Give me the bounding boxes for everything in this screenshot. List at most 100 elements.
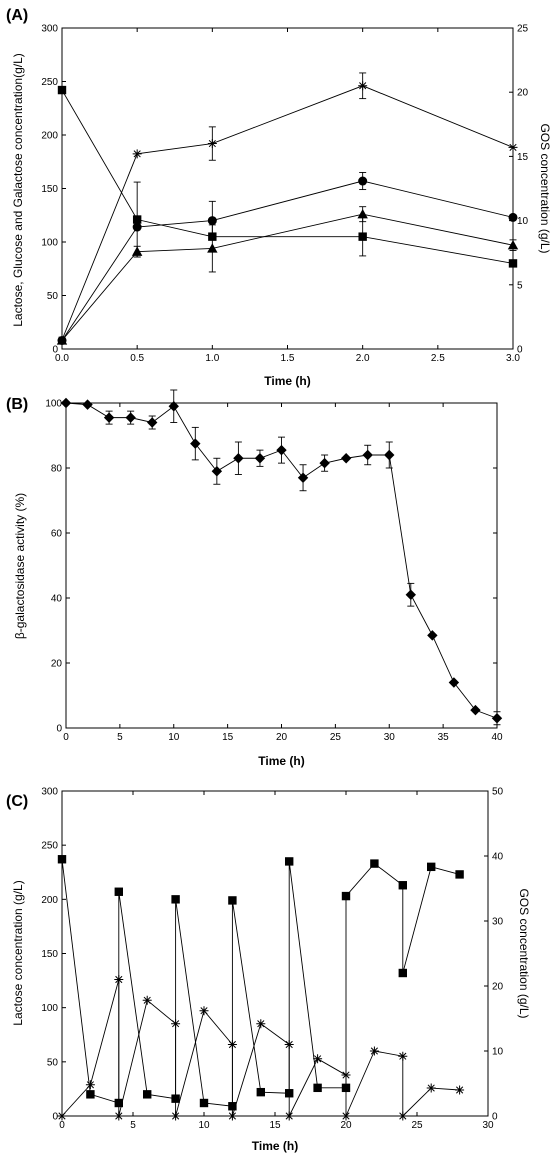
y2-axis-label: GOS concentration (g/L) xyxy=(538,123,550,253)
y-tick-label: 150 xyxy=(41,949,58,960)
x-tick-label: 3.0 xyxy=(506,353,520,364)
x-tick-label: 5 xyxy=(130,1120,136,1131)
data-point-asterisk xyxy=(227,1111,237,1121)
x-axis-label: Time (h) xyxy=(252,1139,298,1153)
y-tick-label: 300 xyxy=(41,24,58,35)
series-triangle xyxy=(56,206,519,345)
data-point-square xyxy=(114,887,123,896)
y2-tick-label: 20 xyxy=(517,88,529,99)
series-asterisk xyxy=(57,975,465,1121)
y-tick-label: 250 xyxy=(41,841,58,852)
x-tick-label: 25 xyxy=(411,1120,423,1131)
y2-tick-label: 10 xyxy=(492,1047,504,1058)
panel-label: (B) xyxy=(6,396,28,413)
chart-panel-3: (C)0 5 10 15 20 25 300501001502002503000102030… xyxy=(6,787,531,1154)
x-tick-label: 15 xyxy=(222,732,234,743)
data-point-asterisk xyxy=(171,1019,181,1029)
x-tick-label: 20 xyxy=(276,732,288,743)
data-point-diamond xyxy=(297,472,309,483)
y-axis-label: β-galactosidase activity (%) xyxy=(13,493,27,639)
y-tick-label: 50 xyxy=(47,291,59,302)
data-point-asterisk xyxy=(142,995,152,1005)
data-point-square xyxy=(86,1090,95,1099)
x-tick-label: 2.5 xyxy=(431,353,445,364)
x-tick-label: 40 xyxy=(491,732,503,743)
y-tick-label: 80 xyxy=(51,464,63,475)
series-line xyxy=(61,213,514,341)
x-tick-label: 5 xyxy=(117,732,123,743)
data-point-diamond xyxy=(60,397,72,409)
data-point-square xyxy=(341,891,351,901)
data-point-diamond xyxy=(340,453,352,464)
data-point-asterisk xyxy=(398,1111,408,1121)
data-point-diamond xyxy=(82,399,93,410)
x-tick-label: 1.0 xyxy=(205,353,219,364)
y2-tick-label: 15 xyxy=(517,152,529,163)
data-point-diamond xyxy=(103,412,115,423)
y2-tick-label: 10 xyxy=(517,216,529,227)
x-tick-label: 1.5 xyxy=(281,353,295,364)
data-point-triangle xyxy=(357,208,368,219)
data-point-asterisk xyxy=(132,149,142,159)
data-point-asterisk xyxy=(398,1051,408,1061)
y-tick-label: 50 xyxy=(47,1057,59,1068)
data-point-diamond xyxy=(125,412,136,423)
data-point-asterisk xyxy=(341,1111,351,1121)
x-tick-label: 25 xyxy=(330,732,342,743)
y2-tick-label: 20 xyxy=(492,982,504,993)
y2-tick-label: 30 xyxy=(492,917,504,928)
x-tick-label: 0.0 xyxy=(55,353,69,364)
plot-frame xyxy=(61,27,514,350)
data-point-asterisk xyxy=(455,1085,465,1095)
data-point-asterisk xyxy=(284,1111,294,1121)
y-tick-label: 100 xyxy=(41,1003,58,1014)
series-circle xyxy=(57,171,518,345)
y2-tick-label: 25 xyxy=(517,24,529,35)
data-point-square xyxy=(398,881,407,890)
y-tick-label: 250 xyxy=(41,77,58,88)
y2-tick-label: 50 xyxy=(492,787,504,798)
data-point-diamond xyxy=(168,401,179,412)
data-point-diamond xyxy=(233,453,244,464)
y-tick-label: 100 xyxy=(45,399,62,410)
data-point-diamond xyxy=(254,453,266,464)
data-point-diamond xyxy=(362,449,373,461)
y2-tick-label: 40 xyxy=(492,852,504,863)
data-point-asterisk xyxy=(57,1111,67,1121)
series-diamond xyxy=(60,389,503,726)
x-tick-label: 35 xyxy=(438,732,450,743)
x-tick-label: 0 xyxy=(63,732,69,743)
data-point-circle xyxy=(508,212,518,222)
data-point-circle xyxy=(132,222,142,232)
y-tick-label: 100 xyxy=(41,238,58,249)
panel-label: (A) xyxy=(6,7,28,24)
y-tick-label: 20 xyxy=(51,659,63,670)
data-point-asterisk xyxy=(426,1083,436,1093)
data-point-square xyxy=(57,85,67,95)
x-axis-label: Time (h) xyxy=(258,754,304,768)
data-point-asterisk xyxy=(369,1046,379,1056)
data-point-circle xyxy=(207,216,217,226)
data-point-asterisk xyxy=(313,1054,323,1064)
x-tick-label: 10 xyxy=(168,732,180,743)
data-point-square xyxy=(171,895,180,904)
data-point-square xyxy=(358,232,367,241)
data-point-asterisk xyxy=(114,975,124,984)
x-tick-label: 0.5 xyxy=(130,353,144,364)
data-point-circle xyxy=(358,176,368,186)
y2-axis-label: GOS concentration (g/L) xyxy=(517,888,531,1018)
x-tick-label: 30 xyxy=(482,1120,494,1131)
y2-tick-label: 0 xyxy=(492,1112,498,1123)
y-tick-label: 60 xyxy=(51,529,63,540)
chart-panel-2: (B) 0 5 10 15 20 25 30 35 40 0 20 40 60 80 100 Time (h) β… xyxy=(6,389,503,768)
data-point-asterisk xyxy=(284,1040,294,1049)
y-tick-label: 0 xyxy=(52,345,58,356)
y-axis-label: Lactose, Glucose and Galactose concentra… xyxy=(11,53,25,327)
data-point-asterisk xyxy=(256,1019,266,1029)
y-tick-label: 150 xyxy=(41,184,58,195)
data-point-square xyxy=(313,1083,322,1093)
data-point-square xyxy=(455,870,464,879)
x-tick-label: 30 xyxy=(384,732,396,743)
data-point-square xyxy=(132,215,142,224)
data-point-triangle xyxy=(131,246,143,256)
